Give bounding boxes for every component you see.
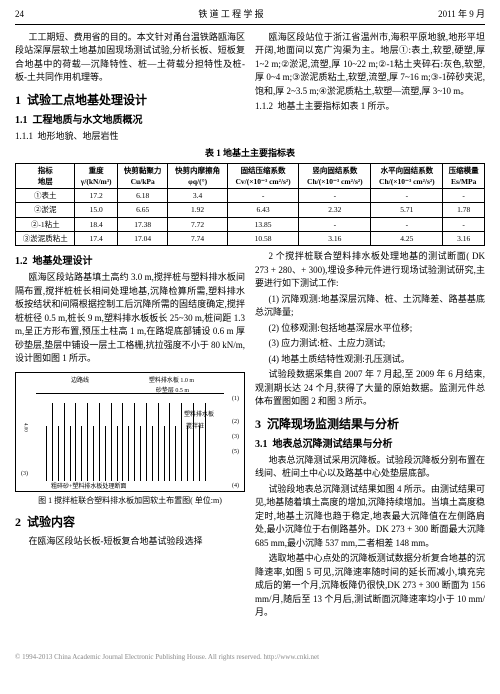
design-text: 瓯海区段站路基填土高约 3.0 m,搅拌桩与塑料排水板间隔布置,搅拌桩桩长相间处… bbox=[15, 271, 245, 366]
figure-1: 边路线 塑料排水板 1.0 m 砂垫层 0.5 m 塑料排水板 搅拌桩 4.00… bbox=[15, 372, 245, 507]
data-period: 试验段数据采集自 2007 年 7 月起,至 2009 年 6 月结束,观测期长… bbox=[255, 368, 485, 409]
li-2: (2) 位移观测:包括地基深层水平位移; bbox=[255, 322, 485, 336]
table-header: 水平向固结系数Ch/(×10⁻³ cm²/s²) bbox=[371, 163, 443, 189]
table-header: 固结压缩系数Cv/(×10⁻³ cm²/s²) bbox=[227, 163, 299, 189]
test-content: 在瓯海区段站长板-短板复合地基试验段选择 bbox=[15, 535, 245, 549]
geo-text: 瓯海区段站位于浙江省温州市,海积平原地貌,地形平坦开阔,地面间以宽广沟渠为主。地… bbox=[255, 31, 485, 99]
table-header: 重度γ/(kN/m³) bbox=[75, 163, 118, 189]
soil-table: 指标地层重度γ/(kN/m³)快剪黏聚力Cu/kPa快剪内摩擦角φq/(°)固结… bbox=[15, 163, 485, 247]
settle-1: 地表总沉降测试采用沉降板。试验段沉降板分别布置在线间、桩间土中心以及路基中心处垫… bbox=[255, 454, 485, 481]
table-header: 压缩模量Es/MPa bbox=[443, 163, 485, 189]
section-3-1: 3.1 地表总沉降测试结果与分析 bbox=[255, 437, 485, 452]
test-desc: 2 个搅拌桩联合塑料排水板处理地基的测试断面( DK 273 + 280、+ 3… bbox=[255, 250, 485, 291]
section-1: 1 试验工点地基处理设计 bbox=[15, 91, 245, 109]
section-2: 2 试验内容 bbox=[15, 513, 245, 531]
table-header: 竖向固结系数Ch/(×10⁻³ cm²/s²) bbox=[299, 163, 371, 189]
settle-2: 试验段地表总沉降测试结果如图 4 所示。由测试结果可见,地基随着填土高度的增加,… bbox=[255, 483, 485, 551]
li-4: (4) 地基土质结特性观测:孔压测试。 bbox=[255, 353, 485, 367]
section-3: 3 沉降现场监测结果与分析 bbox=[255, 415, 485, 433]
section-1-2: 1.2 地基处理设计 bbox=[15, 254, 245, 269]
footer-copyright: © 1994-2013 China Academic Journal Elect… bbox=[15, 652, 485, 663]
table-header: 快剪内摩擦角φq/(°) bbox=[168, 163, 227, 189]
table-row: ②-1粘土18.417.387.7213.85--- bbox=[16, 217, 485, 231]
table-row: ①表土17.26.183.4---- bbox=[16, 189, 485, 203]
pub-date: 2011 年 9 月 bbox=[438, 8, 485, 22]
table-row: ②淤泥15.06.651.926.432.325.711.78 bbox=[16, 203, 485, 217]
page-header: 24 铁 道 工 程 学 报 2011 年 9 月 bbox=[15, 8, 485, 25]
section-1-1: 1.1 工程地质与水文地质概况 bbox=[15, 113, 245, 128]
intro-text: 工工期短、费用省的目的。本文针对甬台温铁路瓯海区段站深厚层软土地基加固现场测试试… bbox=[15, 31, 245, 85]
table-1-title: 表 1 地基土主要指标表 bbox=[15, 147, 485, 161]
figure-1-image: 边路线 塑料排水板 1.0 m 砂垫层 0.5 m 塑料排水板 搅拌桩 4.00… bbox=[15, 372, 245, 492]
section-1-1-1: 1.1.1 地形地貌、地层岩性 bbox=[15, 130, 245, 144]
table-header: 指标地层 bbox=[16, 163, 75, 189]
settle-3: 选取地基中心点处的沉降板测试数据分析复合地基的沉降速率,如图 5 可见,沉降速率… bbox=[255, 552, 485, 620]
li-1: (1) 沉降观测:地基深层沉降、桩、土沉降差、路基基底总沉降量; bbox=[255, 293, 485, 320]
table-1: 表 1 地基土主要指标表 指标地层重度γ/(kN/m³)快剪黏聚力Cu/kPa快… bbox=[15, 147, 485, 246]
section-1-1-2: 1.1.2 地基土主要指标如表 1 所示。 bbox=[255, 100, 485, 114]
journal-name: 铁 道 工 程 学 报 bbox=[198, 8, 263, 22]
figure-1-caption: 图 1 搅拌桩联合塑料排水板加固软土布置图( 单位:m) bbox=[15, 495, 245, 507]
li-3: (3) 应力测试:桩、土应力测试; bbox=[255, 337, 485, 351]
table-header: 快剪黏聚力Cu/kPa bbox=[117, 163, 168, 189]
table-row: ③淤泥质粘土17.417.047.7410.583.164.253.16 bbox=[16, 231, 485, 245]
page-num: 24 bbox=[15, 8, 24, 22]
